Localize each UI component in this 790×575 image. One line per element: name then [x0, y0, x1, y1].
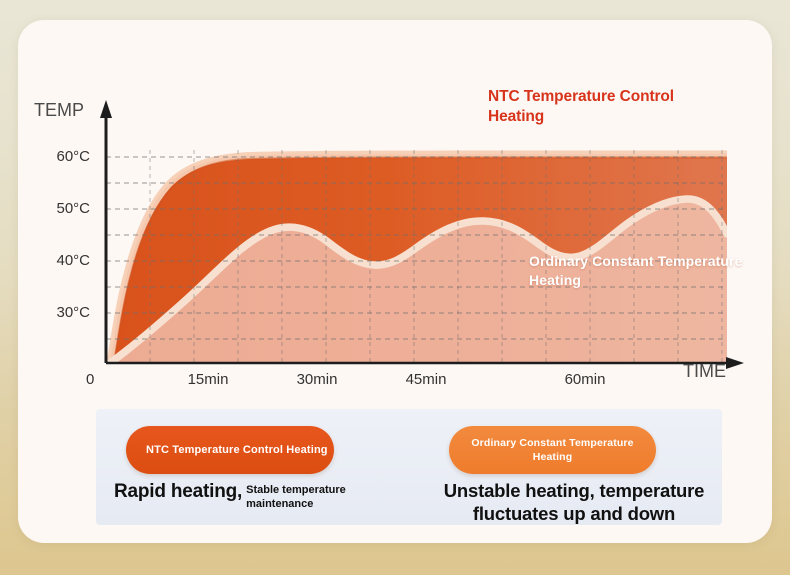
legend-caption-ordinary: Unstable heating, temperature fluctuates…	[443, 480, 705, 525]
series-area-ordinary	[110, 198, 727, 363]
legend-panel: NTC Temperature Control Heating Rapid he…	[96, 409, 722, 525]
legend-caption-ntc: Rapid heating, Stable temperature mainte…	[114, 481, 414, 516]
temperature-chart: TEMP TIME 60°C 50°C 40°C 30°C 0 15min 30…	[18, 20, 772, 395]
y-axis-title: TEMP	[34, 100, 85, 120]
x-tick-origin: 0	[86, 371, 95, 388]
y-tick-30: 30°C	[56, 304, 90, 321]
x-tick-15min: 15min	[187, 371, 229, 388]
horizontal-gridlines	[106, 156, 727, 340]
ordinary-series-callout: Ordinary Constant Temperature Heating	[529, 253, 743, 289]
legend-pill-ntc[interactable]: NTC Temperature Control Heating	[126, 426, 334, 474]
y-axis-arrow-icon	[100, 100, 112, 118]
vertical-gridlines	[149, 150, 723, 363]
legend-column-ntc: NTC Temperature Control Heating Rapid he…	[96, 409, 426, 525]
x-tick-30min: 30min	[296, 371, 338, 388]
y-tick-60: 60°C	[56, 148, 90, 165]
chart-plot-svg	[93, 100, 744, 369]
x-axis-arrow-icon	[726, 357, 744, 369]
chart-card: TEMP TIME 60°C 50°C 40°C 30°C 0 15min 30…	[18, 20, 772, 543]
ntc-series-callout: NTC Temperature Control Heating	[488, 88, 675, 126]
y-tick-40: 40°C	[56, 252, 90, 269]
x-tick-45min: 45min	[405, 371, 447, 388]
series-line-ordinary	[106, 195, 727, 363]
legend-pill-ordinary[interactable]: Ordinary Constant Temperature Heating	[449, 426, 656, 474]
x-axis-title: TIME	[683, 361, 726, 381]
legend-caption-ntc-sub: Stable temperature maintenance	[246, 484, 346, 510]
series-line-ntc	[106, 150, 727, 363]
x-tick-60min: 60min	[564, 371, 606, 388]
series-line-ntc-inner	[112, 156, 727, 363]
legend-caption-ntc-main: Rapid heating,	[114, 481, 243, 502]
y-tick-50: 50°C	[56, 200, 90, 217]
legend-column-ordinary: Ordinary Constant Temperature Heating Un…	[426, 409, 722, 525]
